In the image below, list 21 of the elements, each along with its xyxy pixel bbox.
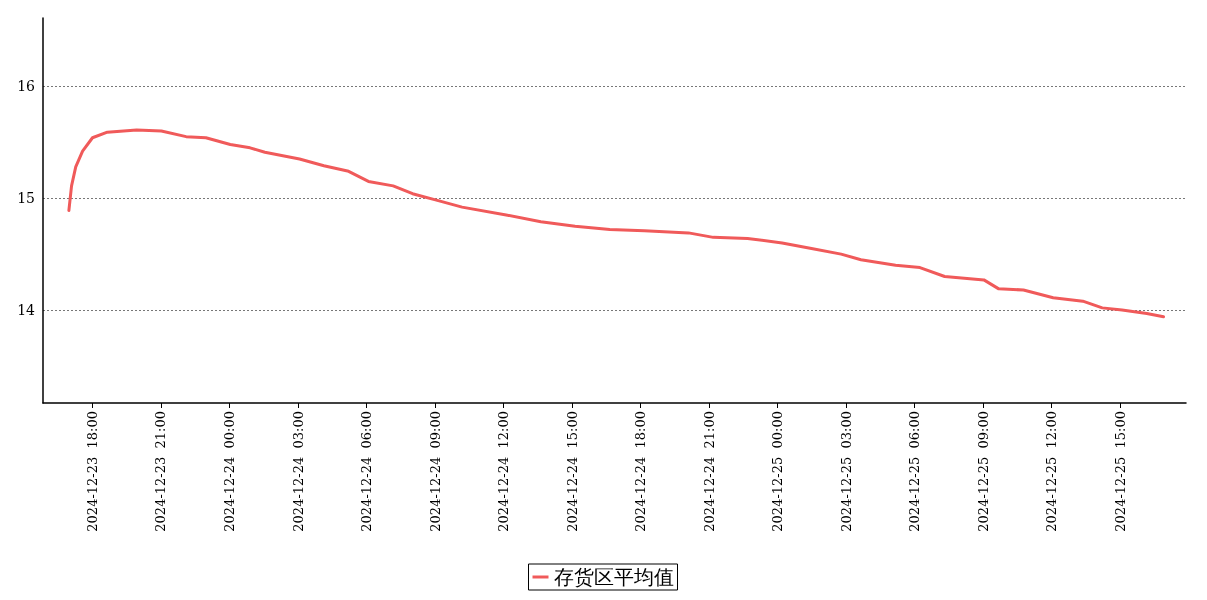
x-tick-label: 2024-12-23 21:00 [153,411,169,532]
line-series [67,128,1166,319]
x-tick-label: 2024-12-24 15:00 [564,411,580,532]
y-tick-label: 16 [17,78,36,95]
x-tick-label: 2024-12-24 21:00 [701,411,717,532]
x-tick-label: 2024-12-25 12:00 [1044,411,1060,532]
x-tick-label: 2024-12-25 09:00 [975,411,991,532]
x-tick-label: 2024-12-24 03:00 [290,411,306,532]
x-tick-label: 2024-12-25 06:00 [907,411,923,532]
x-tick-label: 2024-12-23 18:00 [84,411,100,532]
x-tick-label: 2024-12-24 00:00 [222,411,237,532]
x-tick-label: 2024-12-24 12:00 [496,411,512,532]
y-tick-label: 14 [17,302,36,319]
x-tick-label: 2024-12-24 09:00 [427,411,443,532]
x-tick-label: 2024-12-24 18:00 [633,411,649,532]
x-tick-label: 2024-12-25 15:00 [1112,411,1128,532]
legend-label: 存货区平均值 [553,565,674,589]
x-tick-label: 2024-12-25 03:00 [838,411,854,532]
y-tick-label: 15 [17,190,35,207]
x-tick-label: 2024-12-25 00:00 [770,411,786,532]
x-tick-label: 2024-12-24 06:00 [359,411,375,532]
